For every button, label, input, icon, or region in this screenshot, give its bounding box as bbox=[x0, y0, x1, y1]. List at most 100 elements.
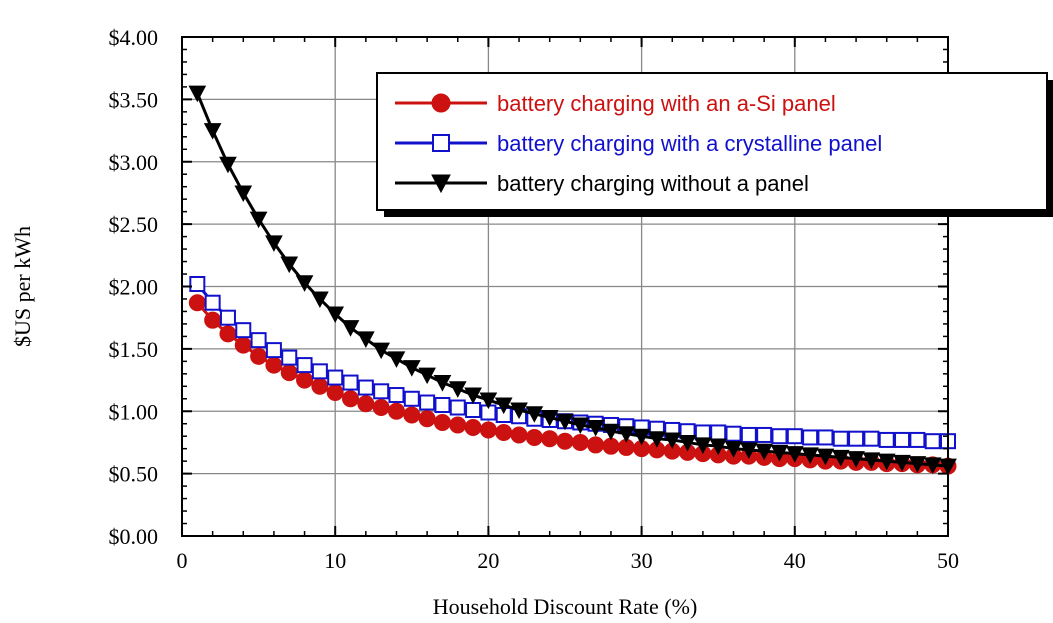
data-point bbox=[924, 433, 941, 450]
y-tick-label: $0.50 bbox=[109, 462, 159, 487]
data-point bbox=[403, 406, 421, 424]
data-point bbox=[724, 441, 743, 458]
data-point bbox=[878, 431, 895, 448]
data-point bbox=[832, 430, 849, 447]
data-point bbox=[540, 409, 559, 427]
data-point bbox=[235, 322, 252, 339]
data-point bbox=[311, 377, 329, 395]
series-3 bbox=[188, 85, 957, 476]
data-point bbox=[479, 392, 498, 410]
data-point bbox=[372, 399, 390, 417]
data-point bbox=[694, 437, 712, 454]
ticks: 0 10 20 30 40 50 $0.00 $0.50 $1.00 $1.50 $2.00 $2.5… bbox=[109, 25, 960, 573]
data-point bbox=[785, 446, 804, 463]
x-tick-label: 10 bbox=[324, 548, 346, 573]
data-point bbox=[204, 311, 222, 329]
data-point bbox=[587, 436, 605, 454]
data-point bbox=[863, 430, 880, 447]
data-point bbox=[510, 402, 528, 420]
data-point bbox=[740, 426, 757, 443]
data-point bbox=[740, 442, 758, 459]
data-point bbox=[388, 387, 405, 404]
data-point bbox=[448, 381, 467, 398]
data-point bbox=[877, 453, 896, 471]
y-tick-label: $3.50 bbox=[109, 87, 159, 112]
data-point bbox=[372, 342, 390, 360]
x-axis-title: Household Discount Rate (%) bbox=[433, 594, 698, 619]
data-point bbox=[510, 426, 528, 444]
data-point bbox=[449, 399, 466, 416]
data-point bbox=[188, 294, 206, 312]
data-point bbox=[817, 429, 834, 446]
data-point bbox=[710, 424, 727, 441]
data-point bbox=[342, 390, 360, 408]
data-point bbox=[602, 437, 620, 455]
data-point bbox=[678, 434, 697, 452]
data-point bbox=[464, 387, 482, 405]
data-point bbox=[326, 384, 344, 402]
data-point bbox=[357, 379, 374, 396]
data-point bbox=[234, 336, 252, 354]
legend-label: battery charging with an a-Si panel bbox=[497, 91, 836, 116]
data-point bbox=[234, 185, 253, 202]
data-point bbox=[923, 457, 942, 474]
data-point bbox=[281, 349, 298, 366]
data-point bbox=[602, 423, 620, 441]
data-point bbox=[786, 428, 803, 445]
data-point bbox=[419, 394, 436, 411]
data-point bbox=[327, 369, 344, 386]
y-axis-title: $US per kWh bbox=[10, 226, 35, 347]
data-point bbox=[831, 449, 850, 467]
data-point bbox=[709, 438, 728, 456]
data-point bbox=[756, 426, 773, 443]
data-point bbox=[632, 428, 651, 446]
data-point bbox=[250, 332, 267, 349]
legend-label: battery charging without a panel bbox=[497, 171, 809, 196]
data-point bbox=[219, 309, 236, 326]
data-point bbox=[525, 406, 544, 423]
data-point bbox=[556, 432, 574, 450]
legend-marker bbox=[431, 174, 451, 194]
x-tick-label: 20 bbox=[477, 548, 499, 573]
data-point bbox=[908, 456, 927, 473]
data-point bbox=[433, 413, 451, 431]
data-point bbox=[342, 374, 359, 391]
data-point bbox=[802, 429, 819, 446]
data-point bbox=[418, 410, 436, 428]
data-point bbox=[893, 454, 911, 472]
data-point bbox=[387, 402, 405, 420]
data-point bbox=[771, 428, 788, 445]
data-point bbox=[402, 360, 421, 377]
data-point bbox=[571, 417, 590, 435]
data-point bbox=[418, 367, 436, 385]
data-point bbox=[326, 306, 345, 324]
data-point bbox=[296, 357, 313, 374]
y-tick-label: $2.50 bbox=[109, 212, 159, 237]
data-point bbox=[265, 356, 283, 374]
data-point bbox=[847, 451, 865, 468]
data-point bbox=[848, 430, 865, 447]
data-point bbox=[265, 342, 282, 359]
legend-marker bbox=[431, 93, 451, 113]
data-point bbox=[357, 395, 375, 413]
data-point bbox=[341, 320, 360, 337]
data-point bbox=[862, 452, 881, 469]
x-tick-label: 40 bbox=[784, 548, 806, 573]
data-point bbox=[433, 375, 452, 392]
data-point bbox=[465, 402, 482, 419]
data-point bbox=[909, 431, 926, 448]
data-point bbox=[203, 123, 222, 140]
series-1 bbox=[188, 294, 957, 475]
data-point bbox=[571, 433, 589, 451]
x-tick-label: 30 bbox=[631, 548, 653, 573]
data-point bbox=[694, 424, 711, 441]
data-point bbox=[479, 421, 497, 439]
data-point bbox=[188, 85, 207, 103]
data-point bbox=[449, 416, 467, 434]
data-point bbox=[801, 447, 819, 464]
data-point bbox=[204, 294, 221, 311]
x-tick-label: 50 bbox=[937, 548, 959, 573]
data-point bbox=[280, 256, 299, 274]
data-point bbox=[770, 444, 789, 462]
